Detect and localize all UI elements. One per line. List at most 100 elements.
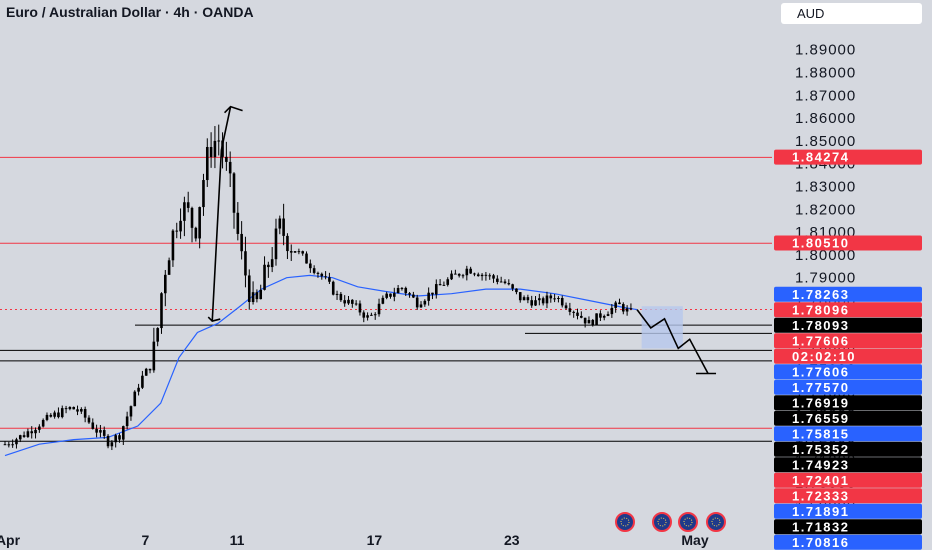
currency-selector[interactable]: AUD xyxy=(781,3,922,24)
candle-body xyxy=(480,274,484,277)
price-tag-label: 1.78096 xyxy=(792,302,850,317)
candle-body xyxy=(541,298,545,304)
candle-body xyxy=(499,281,503,283)
price-tags: 1.842741.805101.782631.780961.780931.776… xyxy=(774,149,922,550)
candle-body xyxy=(358,303,362,313)
price-tag-bg xyxy=(774,410,922,426)
candle-body xyxy=(301,251,304,254)
price-tag-bg xyxy=(774,441,922,457)
candle-body xyxy=(602,315,606,318)
y-tick-label: 1.85000 xyxy=(795,133,856,150)
candle-body xyxy=(434,284,438,295)
candle-body xyxy=(610,307,614,315)
y-tick-label: 1.80000 xyxy=(795,247,856,264)
time-axis: Apr 7 11 17 23 May xyxy=(0,532,709,548)
candle-body xyxy=(209,146,213,157)
candle-body xyxy=(446,279,450,285)
candle-body xyxy=(614,302,617,308)
candle-body xyxy=(473,273,476,275)
candle-body xyxy=(144,368,148,376)
y-tick-label: 1.89000 xyxy=(795,42,856,59)
candle-body xyxy=(45,414,49,420)
candle-body xyxy=(412,294,415,298)
candle-body xyxy=(152,341,156,371)
candle-body xyxy=(15,439,18,445)
candle-body xyxy=(320,273,324,277)
candle-body xyxy=(343,300,346,304)
candle-body xyxy=(87,417,91,423)
candle-body xyxy=(278,218,282,229)
candle-body xyxy=(72,406,75,410)
y-tick-label: 1.86000 xyxy=(795,110,856,127)
price-tag-bg xyxy=(774,364,922,380)
price-tag-bg xyxy=(774,534,922,550)
event-icon xyxy=(615,512,635,532)
candle-body xyxy=(148,368,152,371)
price-tag-label: 1.72401 xyxy=(792,473,850,488)
x-tick-label: 23 xyxy=(504,532,520,548)
candle-body xyxy=(34,429,37,434)
event-icon xyxy=(652,512,672,532)
candle-body xyxy=(57,412,60,418)
candle-body xyxy=(522,297,526,301)
price-tag-label: 1.70816 xyxy=(792,535,850,550)
candle-body xyxy=(293,251,297,253)
candle-body xyxy=(625,308,629,312)
candle-body xyxy=(331,281,335,295)
candle-body xyxy=(515,288,518,293)
candle-body xyxy=(488,275,492,277)
candle-body xyxy=(583,317,587,324)
candle-body xyxy=(194,227,198,239)
candle-body xyxy=(335,293,339,295)
candle-body xyxy=(26,431,30,437)
candle-body xyxy=(511,284,514,289)
price-tag-bg xyxy=(774,379,922,395)
candle-body xyxy=(129,406,133,417)
event-icon-stars xyxy=(620,517,630,527)
candle-body xyxy=(286,235,289,252)
price-tag-label: 1.71832 xyxy=(792,519,850,534)
candle-body xyxy=(507,283,511,285)
candle-body xyxy=(503,281,507,284)
ma-line xyxy=(4,274,638,457)
candle-body xyxy=(469,268,472,274)
candle-body xyxy=(305,253,308,264)
projection-box xyxy=(641,306,683,349)
price-tag-bg xyxy=(774,348,922,364)
candle-body xyxy=(618,302,621,305)
candle-body xyxy=(175,230,179,232)
candle-body xyxy=(465,268,469,276)
candle-body xyxy=(442,284,446,286)
price-tag-bg xyxy=(774,472,922,488)
price-tag-label: 1.77606 xyxy=(792,364,850,379)
candle-body xyxy=(385,293,388,298)
price-tag-bg xyxy=(774,286,922,302)
candle-body xyxy=(595,313,598,326)
candle-body xyxy=(568,308,572,312)
candle-body xyxy=(450,273,453,280)
candle-body xyxy=(492,275,495,279)
candle-body xyxy=(557,297,560,299)
candle-body xyxy=(423,300,427,305)
candle-body xyxy=(538,298,541,301)
candle-body xyxy=(373,314,377,316)
candle-body xyxy=(518,292,522,301)
candle-body xyxy=(389,293,392,297)
candle-body xyxy=(164,274,167,294)
candle-body xyxy=(202,180,205,208)
candle-body xyxy=(49,414,53,417)
candle-body xyxy=(309,263,312,269)
candle-body xyxy=(171,230,175,261)
candle-body xyxy=(160,293,163,329)
candle-body xyxy=(496,278,499,282)
x-tick-label: May xyxy=(681,532,708,548)
candle-body xyxy=(328,277,331,282)
y-tick-label: 1.87000 xyxy=(795,87,856,104)
candle-body xyxy=(267,264,270,268)
candle-body xyxy=(110,442,114,447)
candle-body xyxy=(80,409,83,412)
candle-body xyxy=(183,202,186,221)
price-tag-bg xyxy=(774,426,922,442)
candle-body xyxy=(312,268,316,273)
